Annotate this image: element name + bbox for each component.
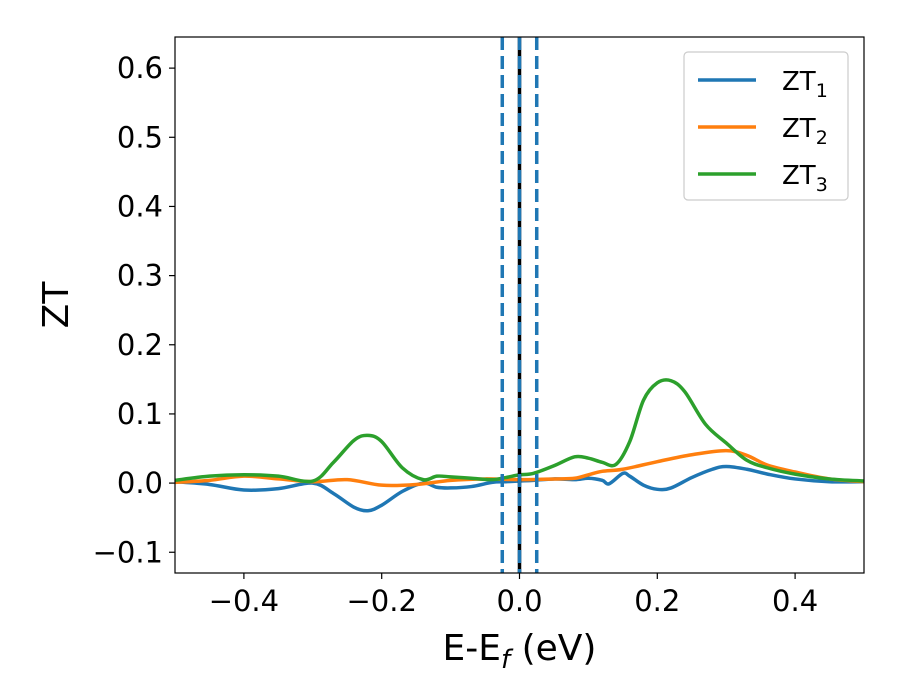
x-tick-label: 0.4 <box>772 584 818 618</box>
y-tick-label: 0.2 <box>117 328 163 362</box>
legend-frame <box>683 51 849 201</box>
legend-entry-1: ZT1 <box>782 67 828 102</box>
x-axis-label: E-Ef (eV) <box>443 628 597 675</box>
y-axis-label: ZT <box>36 281 77 329</box>
plot-content <box>175 37 864 573</box>
x-axis-label-base: E-E <box>443 628 501 669</box>
legend-entry-2: ZT2 <box>782 114 828 149</box>
y-tick-label: 0.3 <box>117 259 163 293</box>
y-tick-label: 0.6 <box>117 51 163 85</box>
y-tick-label: 0.4 <box>117 189 163 223</box>
y-tick-label: −0.1 <box>93 535 163 569</box>
x-tick-label: −0.4 <box>209 584 279 618</box>
series-line-3 <box>175 378 864 484</box>
legend: ZT1 ZT2 ZT3 <box>683 51 849 201</box>
y-tick-label: 0.0 <box>117 466 163 500</box>
axes: −0.4 −0.2 0.0 0.2 0.4 −0.1 0.0 0.1 0.2 0.3 0.4 0.5 0… <box>93 51 819 618</box>
x-tick-label: 0.0 <box>496 584 542 618</box>
y-tick-label: 0.5 <box>117 120 163 154</box>
x-tick-label: 0.2 <box>634 584 680 618</box>
legend-entry-3: ZT3 <box>782 161 828 196</box>
y-tick-label: 0.1 <box>117 397 163 431</box>
x-axis-label-unit: (eV) <box>510 628 596 669</box>
x-tick-label: −0.2 <box>346 584 416 618</box>
